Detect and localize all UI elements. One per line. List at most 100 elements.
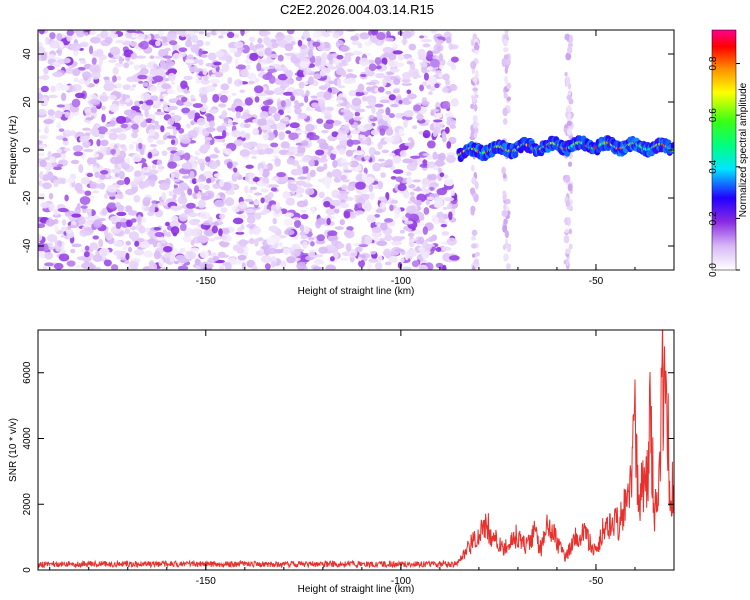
heatmap-noise-cell bbox=[297, 176, 308, 180]
heatmap-noise-cell bbox=[117, 133, 127, 141]
heatmap-noise-cell bbox=[286, 78, 294, 85]
heatmap-noise-cell bbox=[215, 30, 220, 35]
heatmap-noise-cell bbox=[42, 265, 47, 270]
heatmap-noise-cell bbox=[96, 124, 101, 128]
heatmap-noise-cell bbox=[294, 152, 305, 157]
heatmap-noise-cell bbox=[406, 162, 418, 172]
heatmap-noise-cell bbox=[156, 241, 162, 249]
heatmap-noise-cell bbox=[346, 77, 357, 84]
heatmap-noise-cell bbox=[408, 183, 416, 189]
heatmap-noise-cell bbox=[286, 157, 295, 165]
heatmap-noise-cell bbox=[244, 58, 253, 64]
heatmap-noise-cell bbox=[101, 113, 106, 123]
heatmap-noise-cell bbox=[192, 103, 203, 108]
heatmap-noise-cell bbox=[219, 193, 225, 197]
heatmap-noise-cell bbox=[283, 35, 293, 41]
heatmap-noise-cell bbox=[124, 228, 131, 235]
heatmap-noise-cell bbox=[442, 73, 450, 81]
heatmap-noise-cell bbox=[208, 216, 213, 225]
heatmap-streak-cell bbox=[471, 235, 476, 241]
heatmap-noise-cell bbox=[286, 30, 295, 35]
heatmap-noise-cell bbox=[442, 100, 451, 109]
heatmap-noise-cell bbox=[73, 151, 84, 157]
heatmap-noise-cell bbox=[312, 266, 323, 270]
heatmap-noise-cell bbox=[446, 155, 452, 161]
heatmap-noise-cell bbox=[49, 156, 56, 163]
heatmap-noise-cell bbox=[388, 94, 396, 101]
heatmap-noise-cell bbox=[406, 176, 413, 186]
heatmap-noise-cell bbox=[443, 197, 455, 202]
heatmap-noise-cell bbox=[60, 92, 67, 102]
heatmap-noise-cell bbox=[375, 42, 384, 46]
heatmap-streak-cell bbox=[565, 248, 571, 255]
heatmap-noise-cell bbox=[248, 80, 255, 85]
heatmap-streak-cell bbox=[473, 258, 480, 265]
heatmap-noise-cell bbox=[49, 40, 60, 49]
heatmap-noise-cell bbox=[296, 184, 302, 192]
heatmap-noise-cell bbox=[147, 151, 153, 159]
heatmap-streak-cell bbox=[506, 82, 512, 89]
heatmap-noise-cell bbox=[190, 94, 195, 99]
heatmap-noise-cell bbox=[199, 162, 205, 172]
heatmap-noise-cell bbox=[280, 260, 287, 268]
heatmap-noise-cell bbox=[284, 43, 294, 52]
heatmap-noise-cell bbox=[66, 260, 76, 267]
heatmap-noise-cell bbox=[267, 68, 278, 73]
heatmap-noise-cell bbox=[167, 161, 178, 169]
heatmap-noise-cell bbox=[65, 129, 70, 135]
heatmap-noise-cell bbox=[131, 153, 142, 163]
heatmap-noise-cell bbox=[49, 32, 56, 40]
heatmap-noise-cell bbox=[368, 114, 375, 119]
heatmap-streak-cell bbox=[471, 229, 478, 236]
heatmap-noise-cell bbox=[209, 154, 219, 159]
heatmap-noise-cell bbox=[324, 67, 331, 74]
heatmap-noise-cell bbox=[189, 218, 200, 226]
heatmap-noise-cell bbox=[407, 93, 417, 100]
heatmap-noise-cell bbox=[390, 175, 397, 180]
heatmap-noise-cell bbox=[138, 225, 146, 234]
heatmap-noise-cell bbox=[183, 152, 191, 161]
spectrogram-y-tick-label: 20 bbox=[22, 96, 33, 108]
snr-x-tick-label: -100 bbox=[391, 576, 411, 587]
heatmap-noise-cell bbox=[47, 151, 52, 159]
heatmap-noise-cell bbox=[62, 84, 70, 91]
heatmap-noise-cell bbox=[446, 204, 453, 210]
heatmap-noise-cell bbox=[107, 184, 118, 193]
heatmap-noise-cell bbox=[60, 177, 67, 185]
heatmap-noise-cell bbox=[72, 68, 81, 77]
heatmap-noise-cell bbox=[90, 106, 98, 114]
heatmap-noise-cell bbox=[58, 128, 65, 132]
heatmap-noise-cell bbox=[448, 255, 460, 261]
heatmap-noise-cell bbox=[227, 77, 233, 85]
heatmap-noise-cell bbox=[406, 205, 417, 215]
heatmap-noise-cell bbox=[100, 30, 109, 39]
heatmap-noise-cell bbox=[133, 194, 141, 203]
heatmap-noise-cell bbox=[220, 83, 230, 91]
heatmap-noise-cell bbox=[97, 217, 106, 222]
heatmap-noise-cell bbox=[64, 194, 69, 202]
heatmap-noise-cell bbox=[187, 212, 198, 218]
heatmap-noise-cell bbox=[240, 130, 246, 138]
heatmap-noise-cell bbox=[260, 143, 269, 148]
heatmap-noise-cell bbox=[183, 236, 192, 243]
heatmap-noise-cell bbox=[74, 92, 85, 99]
heatmap-noise-cell bbox=[392, 43, 398, 50]
heatmap-noise-cell bbox=[322, 31, 331, 38]
heatmap-noise-cell bbox=[205, 156, 211, 163]
heatmap-noise-cell bbox=[180, 80, 188, 90]
heatmap-noise-cell bbox=[199, 250, 210, 259]
heatmap-noise-cell bbox=[220, 254, 230, 258]
heatmap-noise-cell bbox=[128, 261, 139, 268]
heatmap-noise-cell bbox=[44, 251, 54, 260]
heatmap-noise-cell bbox=[151, 164, 157, 170]
heatmap-noise-cell bbox=[137, 74, 148, 80]
heatmap-noise-cell bbox=[86, 172, 94, 178]
heatmap-noise-cell bbox=[149, 85, 158, 93]
heatmap-noise-cell bbox=[245, 164, 254, 169]
heatmap-noise-cell bbox=[388, 52, 397, 61]
heatmap-streak-cell bbox=[470, 205, 476, 213]
heatmap-streak-cell bbox=[504, 75, 509, 85]
heatmap-noise-cell bbox=[69, 105, 80, 113]
heatmap-noise-cell bbox=[407, 137, 414, 142]
heatmap-noise-cell bbox=[226, 31, 235, 39]
